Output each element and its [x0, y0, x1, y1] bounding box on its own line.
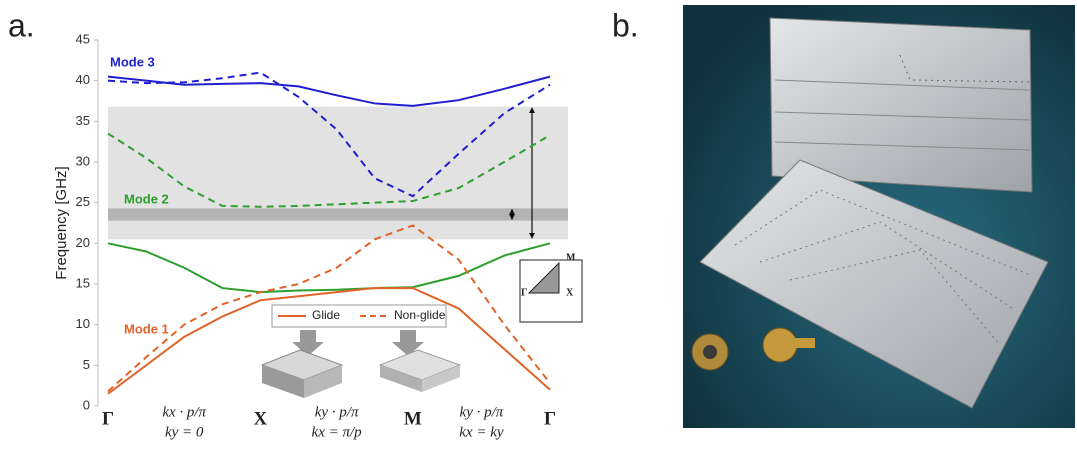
y-tick-label: 15	[76, 275, 90, 290]
y-tick-label: 5	[83, 357, 90, 372]
segment-label: ky · p/π	[460, 404, 504, 420]
panel-label: b.	[612, 7, 639, 43]
x-tick-label: Γ	[544, 408, 556, 429]
band	[108, 208, 568, 220]
y-tick-label: 45	[76, 31, 90, 46]
x-tick-label: Γ	[102, 408, 114, 429]
segment-label: kx · p/π	[162, 404, 206, 420]
y-tick-label: 0	[83, 397, 90, 412]
y-axis-label: Frequency [GHz]	[53, 166, 70, 279]
photo	[683, 5, 1075, 428]
segment-label: ky · p/π	[315, 404, 359, 420]
y-tick-label: 35	[76, 113, 90, 128]
mode-label: Mode 1	[124, 321, 169, 336]
inset-label: Γ	[521, 287, 527, 298]
x-tick-label: M	[404, 408, 422, 429]
legend-label: Glide	[312, 308, 340, 322]
mode-label: Mode 3	[110, 54, 155, 69]
segment-label: kx = π/p	[312, 424, 363, 440]
segment-label: kx = ky	[459, 424, 504, 440]
line	[108, 77, 550, 106]
y-tick-label: 20	[76, 235, 90, 250]
line	[108, 243, 550, 292]
y-tick-label: 10	[76, 316, 90, 331]
panel-label: a.	[8, 7, 35, 43]
band-diagram: 0 5 10 15 20 25 30 35 40 45 Frequency [GHz] Γ X M Γkx …	[53, 31, 582, 440]
x-tick-label: X	[254, 408, 268, 429]
inset-label: M	[566, 252, 576, 263]
inset: M Γ X	[520, 252, 582, 322]
segment-label: ky = 0	[165, 424, 204, 440]
y-tick-label: 25	[76, 194, 90, 209]
inset-label: X	[566, 287, 574, 298]
y-tick-label: 40	[76, 72, 90, 87]
mode-label: Mode 2	[124, 191, 169, 206]
legend: Glide Non-glide	[272, 305, 446, 327]
y-tick-label: 30	[76, 153, 90, 168]
unit-cells	[262, 330, 460, 398]
legend-label: Non-glide	[394, 308, 446, 322]
figure: a. b. 0 5 10 15 20 25 30 35 40 45 Frequency [GHz] Γ…	[0, 0, 1077, 449]
